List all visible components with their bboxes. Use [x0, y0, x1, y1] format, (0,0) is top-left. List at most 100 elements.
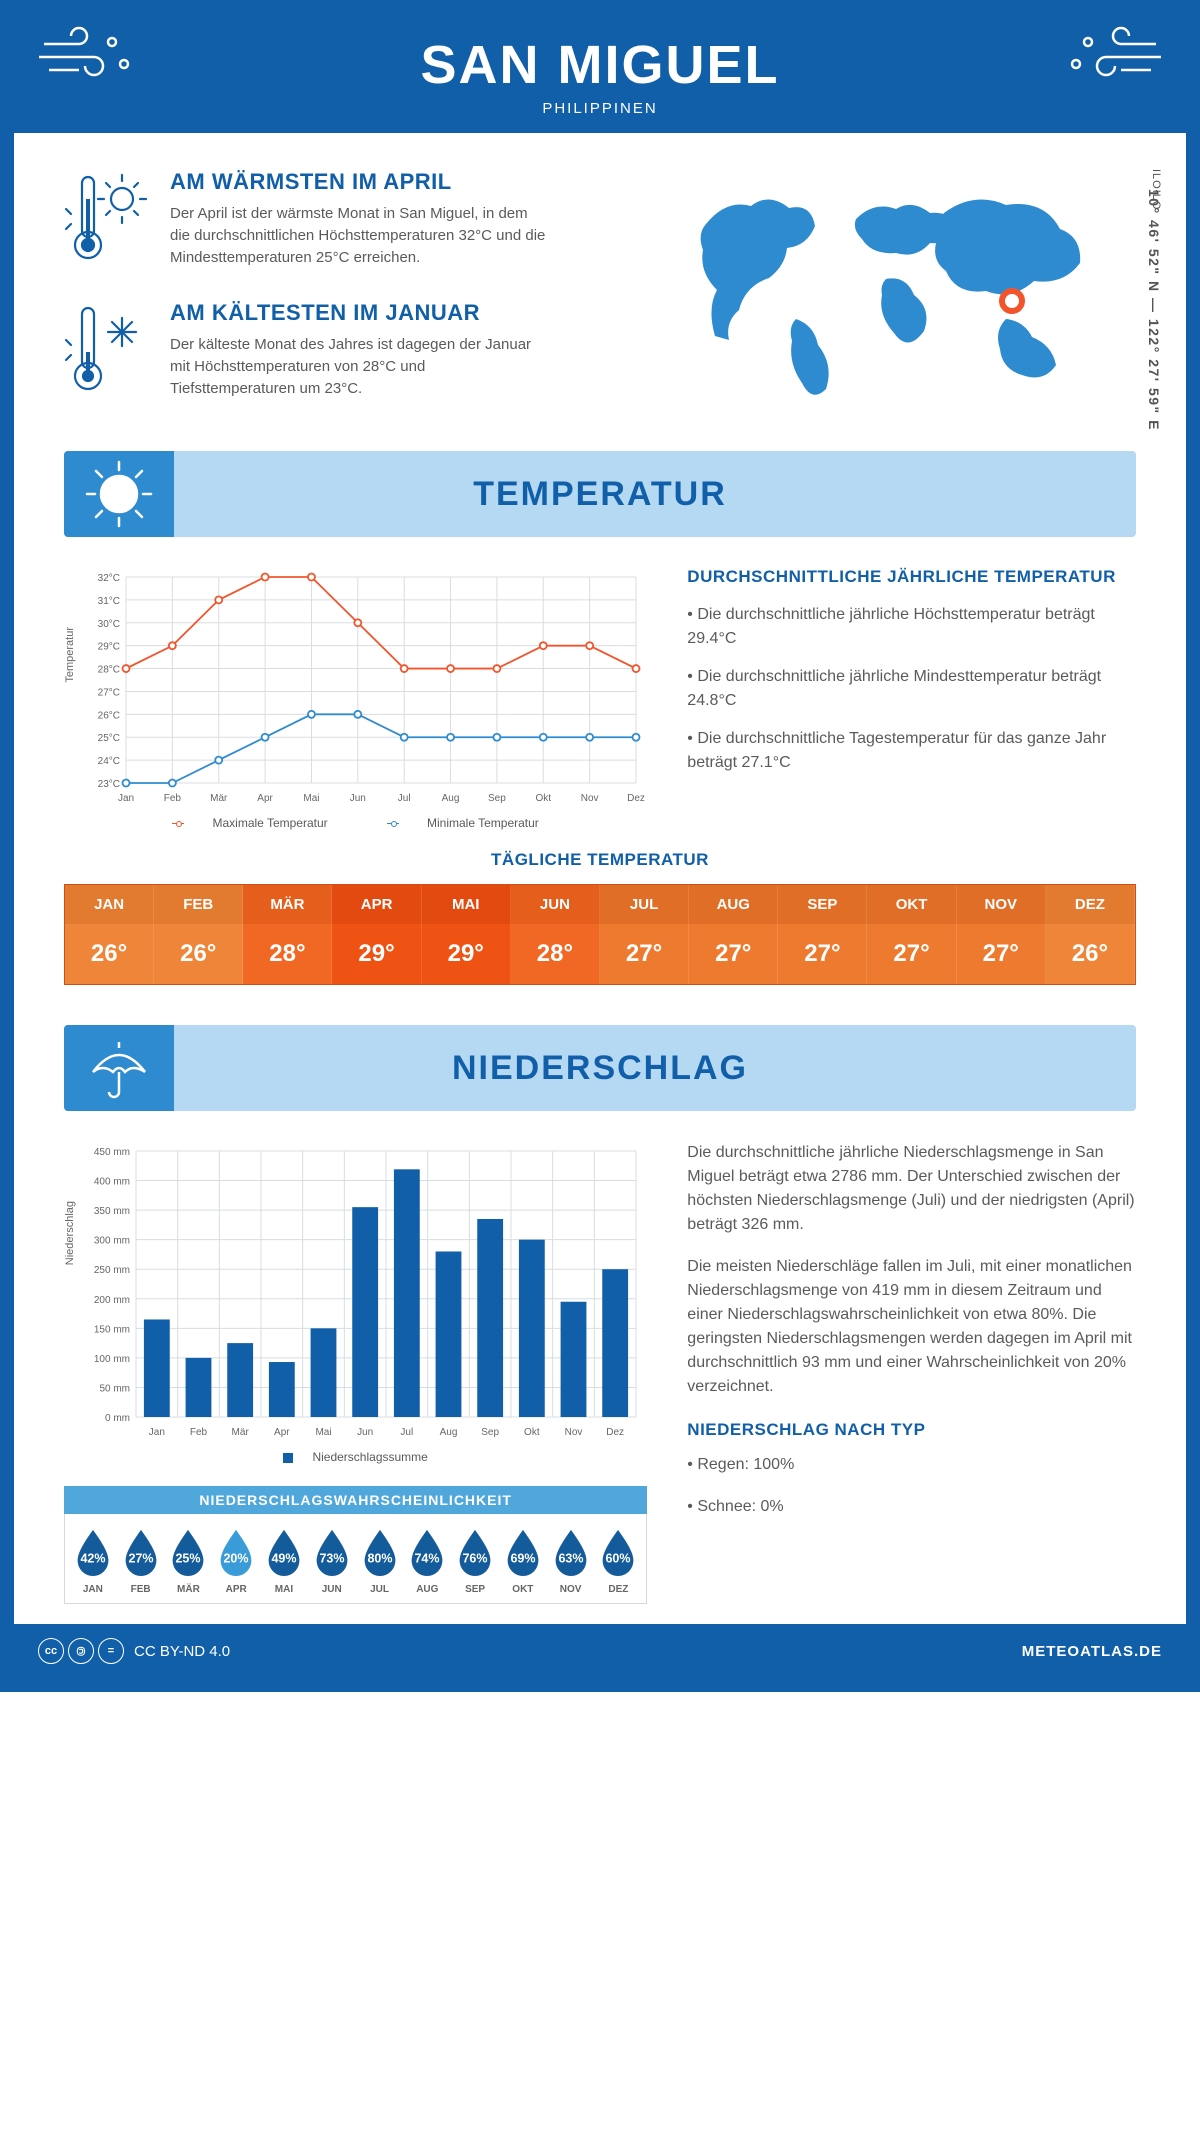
prob-cell: 69% OKT — [501, 1526, 545, 1595]
coldest-title: AM KÄLTESTEN IM JANUAR — [170, 300, 550, 326]
temp-info-heading: DURCHSCHNITTLICHE JÄHRLICHE TEMPERATUR — [687, 567, 1136, 587]
temp-month-header: AUG — [689, 885, 778, 924]
temp-month-header: APR — [332, 885, 421, 924]
license-text: CC BY-ND 4.0 — [134, 1643, 230, 1660]
svg-text:Dez: Dez — [606, 1427, 624, 1438]
svg-text:31°C: 31°C — [98, 596, 120, 607]
prob-cell: 60% DEZ — [597, 1526, 641, 1595]
prob-cell: 25% MÄR — [167, 1526, 211, 1595]
temp-ylabel: Temperatur — [64, 627, 76, 683]
svg-text:Sep: Sep — [481, 1427, 499, 1438]
temp-value-cell: 27° — [778, 924, 867, 984]
precip-p2: Die meisten Niederschläge fallen im Juli… — [687, 1255, 1136, 1399]
warmest-text: Der April ist der wärmste Monat in San M… — [170, 203, 550, 268]
svg-text:Apr: Apr — [257, 793, 273, 804]
svg-text:25°C: 25°C — [98, 733, 120, 744]
coldest-text: Der kälteste Monat des Jahres ist dagege… — [170, 334, 550, 399]
temp-month-header: FEB — [154, 885, 243, 924]
svg-text:Okt: Okt — [524, 1427, 540, 1438]
svg-text:Jun: Jun — [357, 1427, 373, 1438]
precip-type-heading: NIEDERSCHLAG NACH TYP — [687, 1417, 1136, 1443]
temp-month-header: JUN — [511, 885, 600, 924]
prob-cell: 76% SEP — [453, 1526, 497, 1595]
svg-text:76%: 76% — [463, 1552, 488, 1566]
temp-value-cell: 29° — [332, 924, 421, 984]
prob-cell: 20% APR — [214, 1526, 258, 1595]
temp-section-banner: TEMPERATUR — [64, 451, 1136, 537]
svg-text:69%: 69% — [510, 1552, 535, 1566]
umbrella-icon — [64, 1025, 174, 1111]
svg-text:Mär: Mär — [210, 793, 228, 804]
svg-text:Jul: Jul — [398, 793, 411, 804]
svg-text:300 mm: 300 mm — [94, 1236, 130, 1247]
prob-cell: 42% JAN — [71, 1526, 115, 1595]
svg-text:23°C: 23°C — [98, 779, 120, 790]
svg-text:Mai: Mai — [303, 793, 319, 804]
prob-cell: 27% FEB — [119, 1526, 163, 1595]
svg-text:Dez: Dez — [627, 793, 645, 804]
nd-icon: = — [98, 1638, 124, 1664]
temp-value-cell: 27° — [957, 924, 1046, 984]
country-subtitle: PHILIPPINEN — [14, 100, 1186, 117]
prob-cell: 73% JUN — [310, 1526, 354, 1595]
city-title: SAN MIGUEL — [14, 34, 1186, 96]
svg-text:Aug: Aug — [442, 793, 460, 804]
precip-ylabel: Niederschlag — [64, 1201, 76, 1265]
coordinates: 10° 46' 52" N — 122° 27' 59" E — [1146, 189, 1162, 431]
svg-text:Mai: Mai — [315, 1427, 331, 1438]
temp-month-header: SEP — [778, 885, 867, 924]
temp-value-cell: 26° — [65, 924, 154, 984]
svg-text:Feb: Feb — [190, 1427, 208, 1438]
temp-month-header: NOV — [957, 885, 1046, 924]
svg-text:49%: 49% — [271, 1552, 296, 1566]
legend-min: Minimale Temperatur — [427, 816, 539, 830]
svg-text:42%: 42% — [80, 1552, 105, 1566]
temp-month-header: OKT — [867, 885, 956, 924]
svg-text:73%: 73% — [319, 1552, 344, 1566]
temp-value-cell: 27° — [689, 924, 778, 984]
svg-text:400 mm: 400 mm — [94, 1177, 130, 1188]
precip-type1: • Regen: 100% — [687, 1453, 1136, 1477]
temp-month-header: JAN — [65, 885, 154, 924]
cc-icon: cc — [38, 1638, 64, 1664]
infographic-frame: SAN MIGUEL PHILIPPINEN AM WÄRMSTEN IM AP… — [0, 0, 1200, 1692]
site-name: METEOATLAS.DE — [1022, 1643, 1162, 1660]
world-map: ILOILO 10° 46' 52" N — 122° 27' 59" E — [676, 169, 1136, 431]
precip-body: Niederschlag 0 mm50 mm100 mm150 mm200 mm… — [14, 1111, 1186, 1624]
thermometer-sun-icon — [64, 169, 152, 274]
svg-text:60%: 60% — [606, 1552, 631, 1566]
precip-prob-heading: NIEDERSCHLAGSWAHRSCHEINLICHKEIT — [64, 1486, 647, 1514]
temp-line-chart: Temperatur 23°C24°C25°C26°C27°C28°C29°C3… — [64, 567, 647, 830]
daily-temp-section: TÄGLICHE TEMPERATUR JANFEBMÄRAPRMAIJUNJU… — [64, 850, 1136, 985]
temp-month-header: JUL — [600, 885, 689, 924]
sun-icon — [64, 451, 174, 537]
precip-heading: NIEDERSCHLAG — [452, 1049, 748, 1088]
svg-text:Mär: Mär — [232, 1427, 250, 1438]
svg-text:50 mm: 50 mm — [99, 1383, 130, 1394]
svg-text:24°C: 24°C — [98, 756, 120, 767]
warmest-block: AM WÄRMSTEN IM APRIL Der April ist der w… — [64, 169, 636, 274]
temp-value-cell: 28° — [243, 924, 332, 984]
top-section: AM WÄRMSTEN IM APRIL Der April ist der w… — [14, 133, 1186, 451]
thermometer-snow-icon — [64, 300, 152, 405]
precip-bar-chart: Niederschlag 0 mm50 mm100 mm150 mm200 mm… — [64, 1141, 647, 1464]
cc-icons: cc 🄯 = — [38, 1638, 124, 1664]
svg-text:74%: 74% — [415, 1552, 440, 1566]
svg-text:28°C: 28°C — [98, 665, 120, 676]
svg-text:20%: 20% — [224, 1552, 249, 1566]
temp-value-cell: 29° — [422, 924, 511, 984]
temp-heading: TEMPERATUR — [473, 475, 727, 514]
temp-value-cell: 28° — [511, 924, 600, 984]
svg-text:32°C: 32°C — [98, 573, 120, 584]
temp-info-b3: • Die durchschnittliche Tagestemperatur … — [687, 727, 1136, 775]
svg-text:26°C: 26°C — [98, 710, 120, 721]
precip-info: Die durchschnittliche jährliche Niedersc… — [687, 1141, 1136, 1604]
svg-text:Feb: Feb — [164, 793, 182, 804]
precip-legend: Niederschlagssumme — [64, 1450, 647, 1464]
precip-legend-label: Niederschlagssumme — [312, 1450, 427, 1464]
temp-legend: Maximale Temperatur Minimale Temperatur — [64, 816, 647, 830]
svg-text:27%: 27% — [128, 1552, 153, 1566]
footer: cc 🄯 = CC BY-ND 4.0 METEOATLAS.DE — [14, 1624, 1186, 1678]
wind-icon — [34, 24, 144, 89]
svg-text:200 mm: 200 mm — [94, 1295, 130, 1306]
